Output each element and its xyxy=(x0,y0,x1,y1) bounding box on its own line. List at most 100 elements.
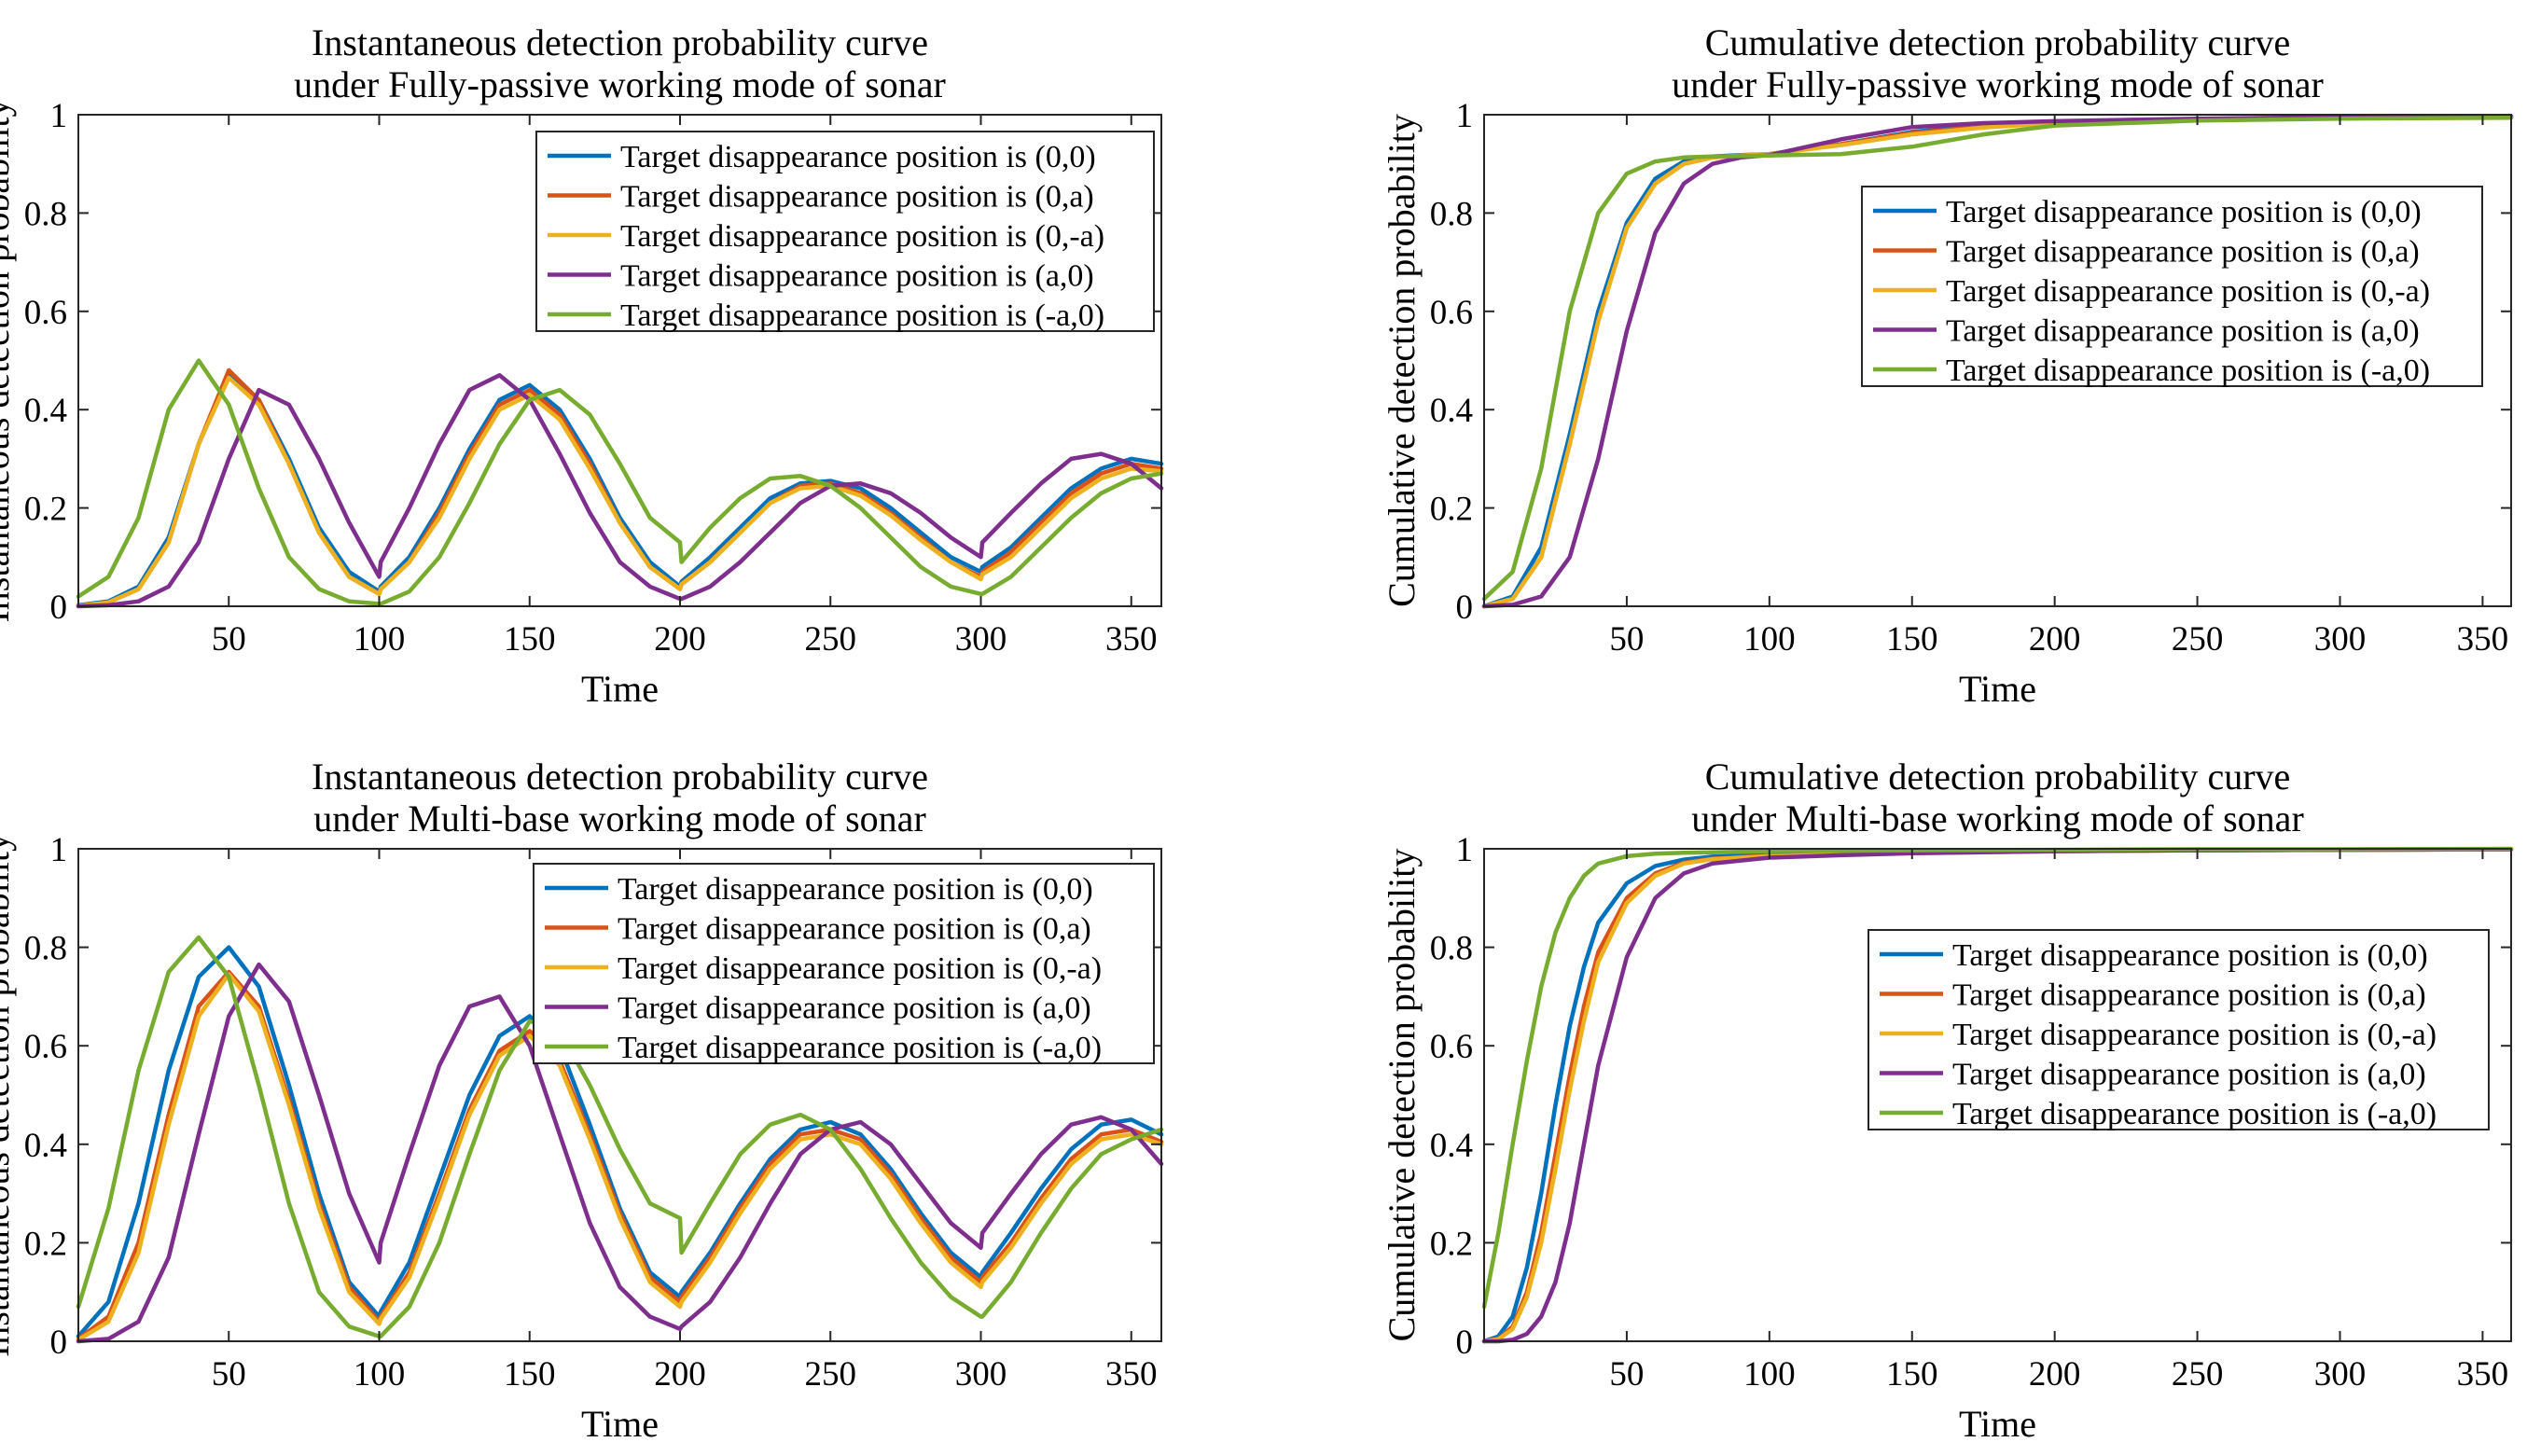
legend-box xyxy=(533,863,1155,1064)
series-line-4 xyxy=(1481,114,2514,609)
x-tick-label: 350 xyxy=(2457,620,2509,659)
series-lines xyxy=(1481,846,2514,1344)
series-line-3 xyxy=(76,375,1164,608)
x-tick-label: 50 xyxy=(212,620,246,659)
x-tick-label: 100 xyxy=(1743,1355,1796,1394)
x-tick-label: 100 xyxy=(354,620,406,659)
tick-labels: 50 100 150 200 250 300 350 0 0.2 0.4 0.6 0.8 1 xyxy=(1430,97,2508,659)
y-axis-label: Instantaneous detection probability xyxy=(0,98,17,622)
axes xyxy=(1483,114,2512,607)
legend-label: Target disappearance position is (0,0) xyxy=(618,872,1093,907)
legend-label: Target disappearance position is (0,a) xyxy=(620,180,1094,215)
tick-labels: 50 100 150 200 250 300 350 0 0.2 0.4 0.6 0.8 1 xyxy=(24,831,1158,1394)
x-tick-label: 200 xyxy=(2029,1355,2081,1394)
legend-box xyxy=(1861,186,2483,387)
legend-label: Target disappearance position is (0,-a) xyxy=(620,219,1104,254)
axes xyxy=(77,114,1162,607)
x-tick-label: 150 xyxy=(1886,1355,1938,1394)
y-tick-label: 0.2 xyxy=(1430,1225,1473,1263)
legend-label: Target disappearance position is (0,0) xyxy=(1946,195,2422,229)
x-tick-label: 100 xyxy=(354,1355,406,1394)
x-tick-label: 50 xyxy=(212,1355,246,1394)
legend-label: Target disappearance position is (-a,0) xyxy=(618,1031,1102,1065)
x-tick-label: 250 xyxy=(805,1355,857,1394)
legend-label: Target disappearance position is (0,-a) xyxy=(618,951,1102,986)
axes-box xyxy=(1483,114,2512,607)
series-line-5 xyxy=(76,358,1164,606)
axes xyxy=(1483,848,2512,1342)
chart-title-line-1: Cumulative detection probability curve xyxy=(1705,21,2291,63)
panel-inst-passive: Instantaneous detection probability curv… xyxy=(0,21,1164,710)
legend-label: Target disappearance position is (-a,0) xyxy=(620,298,1104,333)
y-tick-label: 0.8 xyxy=(24,195,67,233)
y-tick-label: 0.8 xyxy=(1430,930,1473,968)
y-axis-label: Cumulative detection probability xyxy=(1381,849,1423,1342)
series-line-5 xyxy=(1481,846,2514,1310)
chart-title-line-2: under Fully-passive working mode of sona… xyxy=(294,63,946,105)
legend-box xyxy=(535,131,1155,332)
x-tick-label: 200 xyxy=(654,620,706,659)
panel-cum-passive: Cumulative detection probability curve u… xyxy=(1381,21,2514,710)
y-tick-label: 0.2 xyxy=(24,1225,67,1263)
y-tick-label: 1 xyxy=(1456,831,1474,869)
x-tick-label: 150 xyxy=(1886,620,1938,659)
y-tick-label: 0.2 xyxy=(1430,491,1473,529)
legend: Target disappearance position is (0,0) Ta… xyxy=(1867,929,2490,1131)
x-tick-label: 300 xyxy=(2314,1355,2367,1394)
legend-label: Target disappearance position is (-a,0) xyxy=(1946,354,2430,388)
series-lines xyxy=(1481,114,2514,609)
series-lines xyxy=(76,358,1164,609)
legend-label: Target disappearance position is (0,a) xyxy=(1952,978,2426,1013)
legend-label: Target disappearance position is (0,-a) xyxy=(1946,274,2430,309)
legend: Target disappearance position is (0,0) Ta… xyxy=(1861,186,2483,388)
x-tick-label: 150 xyxy=(504,620,556,659)
legend-label: Target disappearance position is (a,0) xyxy=(618,991,1091,1026)
series-line-4 xyxy=(76,373,1164,609)
axes xyxy=(77,848,1162,1342)
y-tick-label: 0 xyxy=(1456,1324,1474,1362)
series-line-4 xyxy=(76,962,1164,1344)
legend-label: Target disappearance position is (a,0) xyxy=(1952,1058,2426,1092)
y-axis-label: Instantaneous detection probability xyxy=(0,833,17,1357)
legend-label: Target disappearance position is (0,-a) xyxy=(1952,1018,2437,1052)
x-tick-label: 350 xyxy=(1105,620,1158,659)
x-tick-label: 100 xyxy=(1743,620,1796,659)
chart-title-line-1: Cumulative detection probability curve xyxy=(1705,756,2291,797)
legend-box xyxy=(1867,929,2490,1130)
panel-cum-multibase: Cumulative detection probability curve u… xyxy=(1381,756,2514,1445)
legend-label: Target disappearance position is (0,a) xyxy=(1946,235,2420,270)
chart-title-line-1: Instantaneous detection probability curv… xyxy=(312,21,928,63)
y-tick-label: 0.8 xyxy=(24,930,67,968)
series-line-5 xyxy=(1481,115,2514,602)
y-tick-label: 0.6 xyxy=(24,1028,67,1066)
y-tick-label: 0.4 xyxy=(24,392,67,430)
x-axis-label: Time xyxy=(581,1403,659,1445)
legend: Target disappearance position is (0,0) Ta… xyxy=(535,131,1155,333)
legend: Target disappearance position is (0,0) Ta… xyxy=(533,863,1155,1065)
y-tick-label: 0 xyxy=(1456,589,1474,627)
x-axis-label: Time xyxy=(1959,668,2036,710)
panel-inst-multibase: Instantaneous detection probability curv… xyxy=(0,756,1164,1445)
y-tick-label: 0.4 xyxy=(1430,392,1473,430)
x-tick-label: 200 xyxy=(2029,620,2081,659)
x-tick-label: 250 xyxy=(805,620,857,659)
series-line-1 xyxy=(76,945,1164,1338)
x-axis-label: Time xyxy=(1959,1403,2036,1445)
axes-box xyxy=(77,114,1162,607)
y-tick-label: 0 xyxy=(50,1324,68,1362)
y-tick-label: 1 xyxy=(50,831,68,869)
x-tick-label: 300 xyxy=(2314,620,2367,659)
y-tick-label: 0.6 xyxy=(1430,1028,1473,1066)
y-tick-label: 0.4 xyxy=(1430,1127,1473,1165)
axes-box xyxy=(77,848,1162,1342)
y-tick-label: 1 xyxy=(1456,97,1474,135)
legend-label: Target disappearance position is (0,a) xyxy=(618,912,1091,947)
series-lines xyxy=(76,935,1164,1344)
chart-title-line-1: Instantaneous detection probability curv… xyxy=(312,756,928,797)
series-line-3 xyxy=(76,972,1164,1342)
legend-label: Target disappearance position is (-a,0) xyxy=(1952,1097,2437,1131)
x-tick-label: 150 xyxy=(504,1355,556,1394)
y-tick-label: 0.6 xyxy=(1430,294,1473,332)
series-line-5 xyxy=(76,935,1164,1338)
